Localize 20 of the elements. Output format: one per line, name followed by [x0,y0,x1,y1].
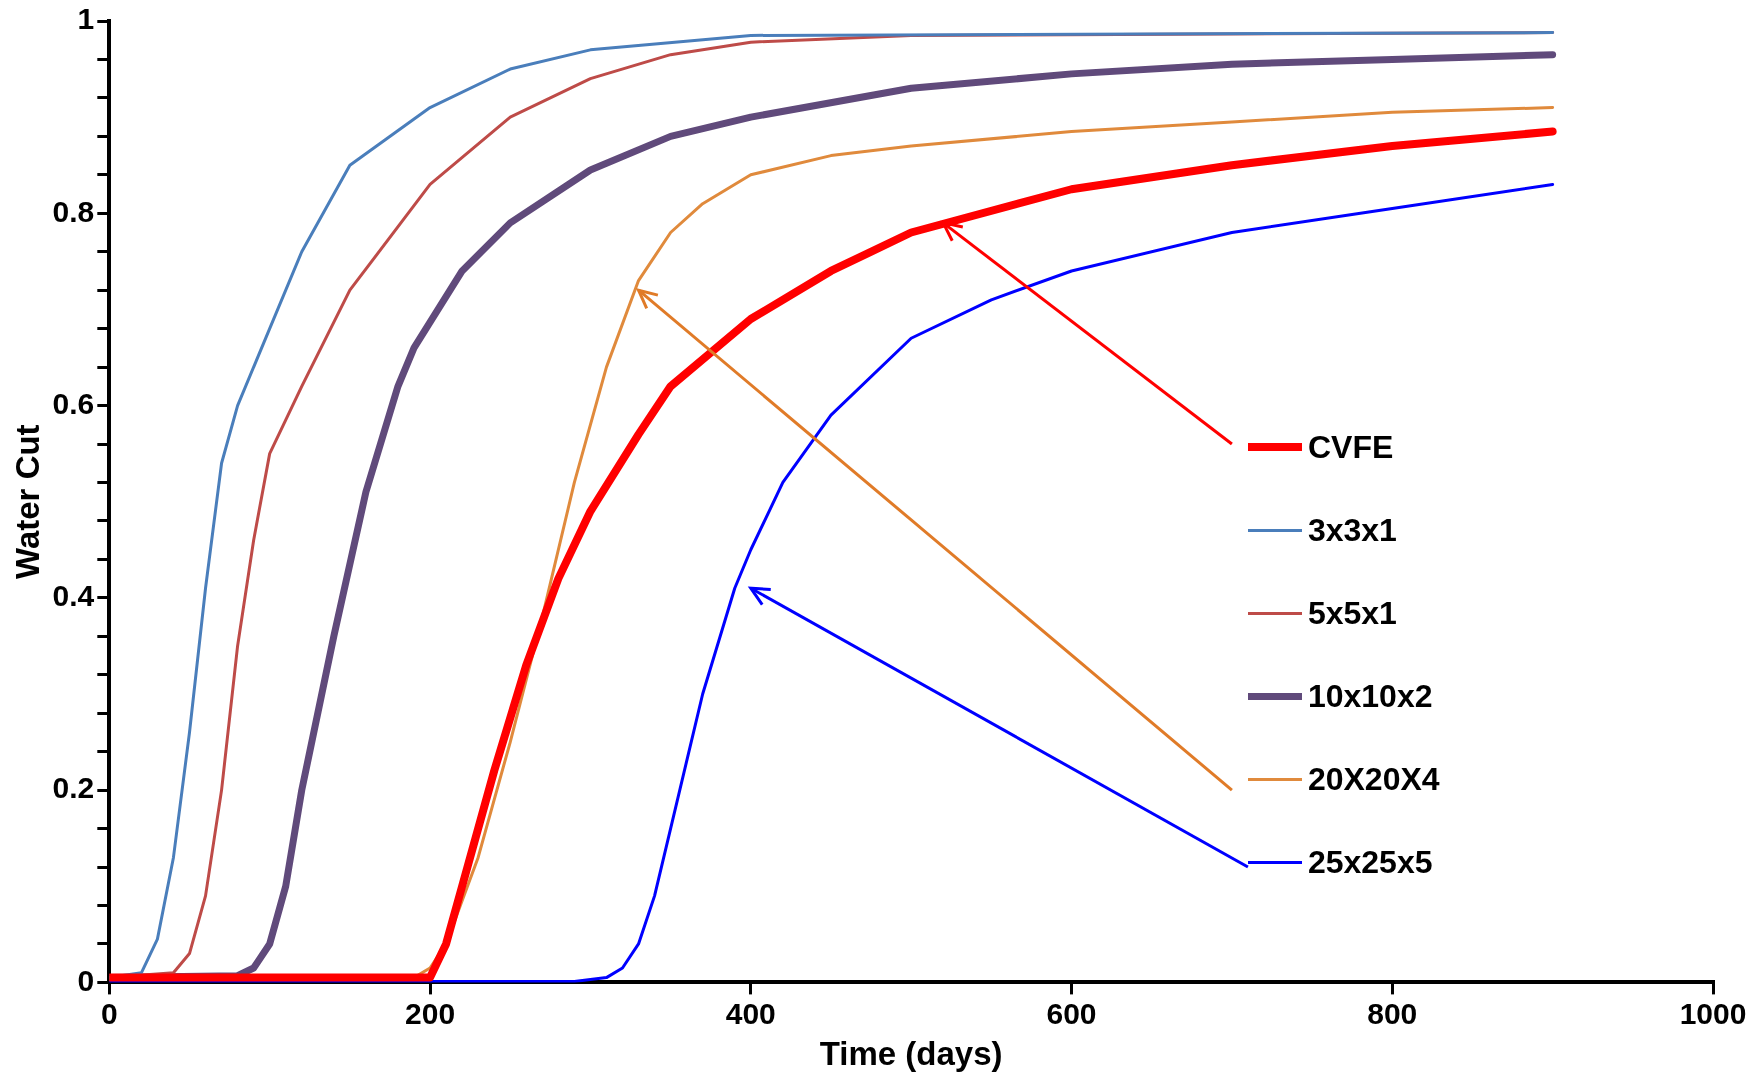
legend-label: 5x5x1 [1307,594,1397,632]
x-tick-label: 600 [1046,996,1097,1030]
legend-label: 20X20X4 [1307,760,1440,798]
legend-label: CVFE [1307,428,1394,466]
y-tick-label: 0.6 [52,386,95,420]
y-tick-label: 0.4 [52,579,95,613]
y-tick-label: 0.8 [52,194,95,228]
y-axis-title: Water Cut [8,424,46,579]
x-tick-label: 200 [405,996,456,1030]
y-tick-label: 0.2 [52,771,95,805]
x-tick-label: 800 [1367,996,1418,1030]
legend-label: 25x25x5 [1307,843,1433,881]
legend-label: 3x3x1 [1307,511,1397,549]
x-tick-label: 0 [100,996,118,1030]
x-axis-title: Time (days) [819,1035,1003,1073]
y-tick-label: 0 [77,963,95,997]
x-tick-label: 1000 [1679,996,1747,1030]
y-tick-label: 1 [77,2,95,36]
legend-label: 10x10x2 [1307,677,1433,715]
x-tick-label: 400 [725,996,776,1030]
